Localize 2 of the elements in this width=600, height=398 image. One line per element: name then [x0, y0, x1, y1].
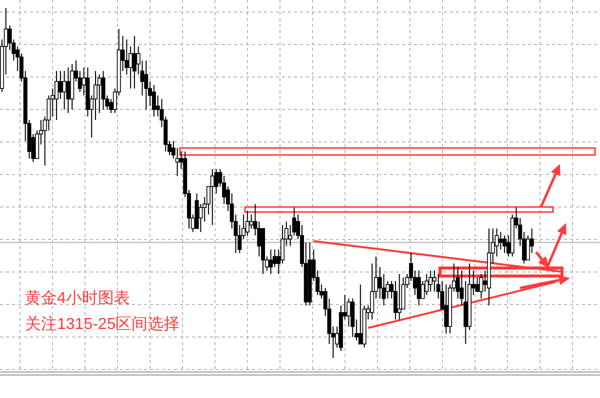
annotation: 关注1315-25区间选择 [25, 316, 180, 333]
annotation: 黄金4小时图表 [25, 290, 130, 307]
